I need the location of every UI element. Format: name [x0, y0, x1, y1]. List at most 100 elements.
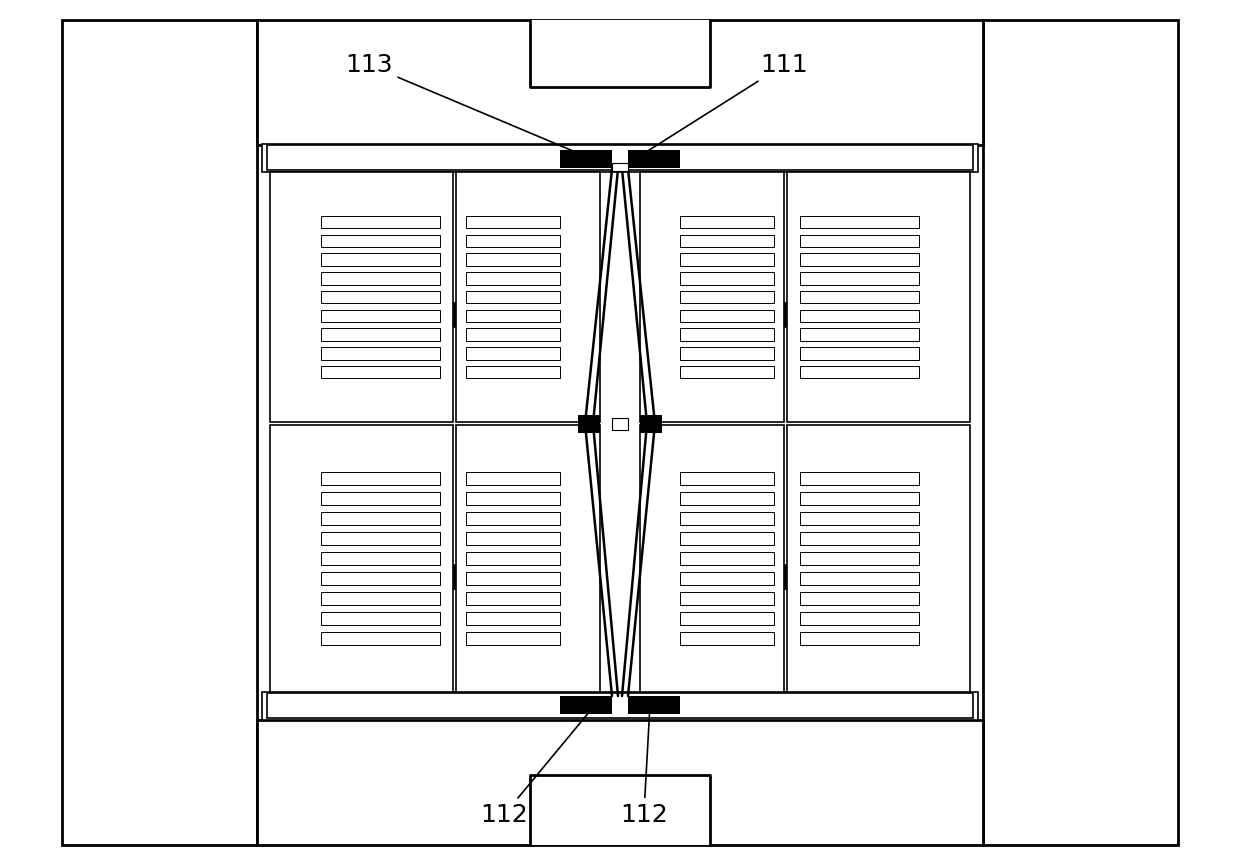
Bar: [466, 572, 559, 586]
Bar: [466, 328, 559, 341]
Bar: [466, 215, 559, 228]
Bar: [321, 366, 440, 378]
Bar: [800, 612, 919, 625]
Bar: [578, 414, 600, 432]
Bar: [321, 512, 440, 525]
Bar: [681, 612, 774, 625]
Bar: [321, 552, 440, 565]
Bar: [560, 696, 613, 714]
Text: 112: 112: [480, 708, 593, 827]
Bar: [681, 234, 774, 247]
Bar: [321, 328, 440, 341]
Bar: [800, 234, 919, 247]
Bar: [466, 612, 559, 625]
Text: 112: 112: [620, 708, 668, 827]
Bar: [466, 347, 559, 360]
Bar: [800, 215, 919, 228]
Bar: [800, 552, 919, 565]
Bar: [321, 632, 440, 645]
Bar: [681, 471, 774, 485]
Bar: [681, 272, 774, 285]
Bar: [787, 425, 970, 692]
Bar: [466, 272, 559, 285]
Bar: [270, 425, 453, 692]
Bar: [800, 512, 919, 525]
Bar: [466, 366, 559, 378]
Bar: [681, 366, 774, 378]
Bar: [321, 347, 440, 360]
Bar: [800, 347, 919, 360]
Bar: [321, 253, 440, 266]
Bar: [321, 592, 440, 606]
Bar: [466, 532, 559, 545]
Bar: [321, 572, 440, 586]
Bar: [466, 310, 559, 322]
Bar: [681, 512, 774, 525]
Bar: [456, 425, 600, 692]
Bar: [681, 491, 774, 505]
Bar: [466, 592, 559, 606]
Bar: [800, 253, 919, 266]
Bar: [529, 20, 711, 87]
Bar: [800, 592, 919, 606]
Bar: [529, 775, 711, 845]
Bar: [681, 253, 774, 266]
Bar: [800, 366, 919, 378]
Bar: [456, 172, 600, 422]
Bar: [983, 20, 1178, 845]
Bar: [681, 291, 774, 304]
Bar: [787, 172, 970, 422]
Bar: [627, 150, 680, 168]
Bar: [262, 692, 978, 720]
Text: 111: 111: [637, 53, 807, 157]
Bar: [466, 491, 559, 505]
Bar: [681, 532, 774, 545]
Bar: [466, 291, 559, 304]
Bar: [800, 572, 919, 586]
Bar: [800, 532, 919, 545]
Bar: [270, 172, 453, 422]
Bar: [321, 491, 440, 505]
Bar: [267, 145, 973, 170]
Bar: [560, 150, 613, 168]
Bar: [681, 328, 774, 341]
Bar: [321, 471, 440, 485]
Bar: [62, 20, 257, 845]
Bar: [681, 215, 774, 228]
Bar: [613, 418, 627, 430]
Bar: [681, 552, 774, 565]
Bar: [321, 291, 440, 304]
Bar: [800, 632, 919, 645]
Bar: [321, 272, 440, 285]
Bar: [466, 512, 559, 525]
Bar: [321, 234, 440, 247]
Bar: [800, 328, 919, 341]
Bar: [267, 693, 973, 718]
Bar: [257, 720, 983, 845]
Bar: [800, 272, 919, 285]
Text: 113: 113: [345, 53, 589, 158]
Bar: [321, 215, 440, 228]
Bar: [800, 491, 919, 505]
Bar: [321, 310, 440, 322]
Bar: [321, 532, 440, 545]
Bar: [681, 310, 774, 322]
Bar: [262, 144, 978, 172]
Bar: [627, 696, 680, 714]
Bar: [466, 552, 559, 565]
Bar: [466, 253, 559, 266]
Bar: [640, 414, 662, 432]
Bar: [681, 632, 774, 645]
Bar: [321, 612, 440, 625]
Bar: [640, 172, 784, 422]
Bar: [640, 425, 784, 692]
Bar: [466, 234, 559, 247]
Bar: [613, 163, 627, 171]
Bar: [466, 632, 559, 645]
Bar: [800, 471, 919, 485]
Bar: [681, 572, 774, 586]
Bar: [800, 310, 919, 322]
Bar: [800, 291, 919, 304]
Bar: [681, 592, 774, 606]
Bar: [466, 471, 559, 485]
